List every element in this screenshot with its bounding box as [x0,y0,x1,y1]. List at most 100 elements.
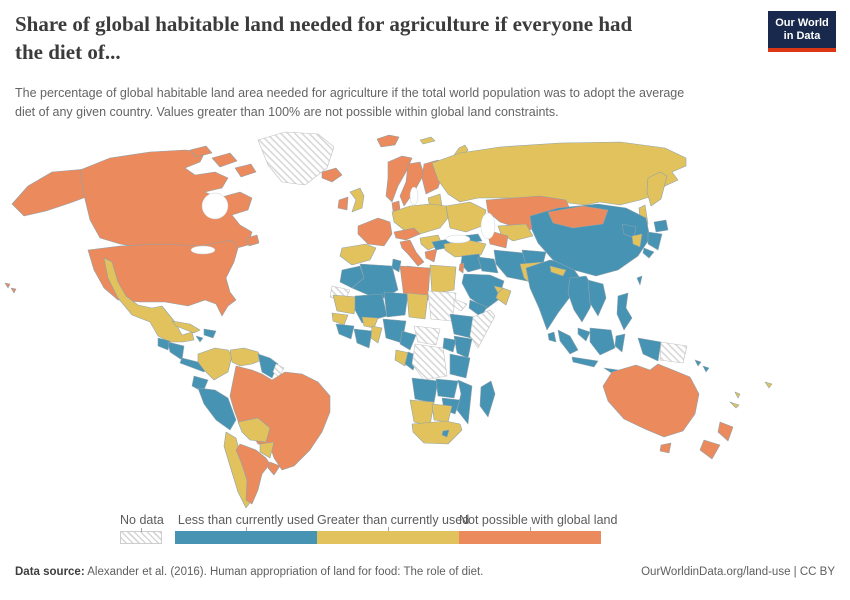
country-iberia[interactable] [339,243,377,266]
country-nz-south[interactable] [699,439,721,460]
country-tanzania[interactable] [449,353,471,379]
country-honduras-nicaragua[interactable] [167,341,185,361]
country-cameroon[interactable] [399,330,417,351]
country-borneo[interactable] [589,327,616,356]
country-japan-honshu[interactable] [647,231,663,251]
country-mozambique[interactable] [456,379,473,425]
country-zambia[interactable] [435,378,459,399]
country-japan-kyushu[interactable] [642,247,655,259]
country-russia[interactable] [431,141,687,206]
legend-entry-less[interactable]: Less than currently used [175,513,317,544]
country-senegal[interactable] [331,312,349,326]
country-argentina[interactable] [235,443,271,505]
country-myanmar-thailand[interactable] [567,275,595,323]
country-arctic-island-1[interactable] [189,145,213,158]
country-papua-west[interactable] [637,337,662,362]
country-uk[interactable] [349,187,365,213]
country-botswana[interactable] [431,403,453,423]
country-iceland[interactable] [321,167,343,183]
country-italy[interactable] [399,239,425,267]
legend-entry-not-possible[interactable]: Not possible with global land [459,513,617,544]
country-malay-peninsula[interactable] [577,327,591,342]
legend-no-data-swatch[interactable] [120,528,162,544]
country-new-caledonia[interactable] [729,401,740,409]
country-cuba[interactable] [171,320,201,334]
country-greenland[interactable] [257,131,335,186]
country-mongolia[interactable] [547,205,609,229]
country-newfoundland[interactable] [246,234,260,247]
country-arctic-island-3[interactable] [234,163,257,178]
country-solomon-2[interactable] [702,365,710,373]
country-uruguay[interactable] [267,461,281,476]
country-central-europe[interactable] [391,203,449,235]
country-nepal[interactable] [549,265,567,277]
country-franz-josef[interactable] [419,136,436,145]
country-niger[interactable] [383,291,409,318]
country-tasmania[interactable] [659,442,672,454]
country-south-korea[interactable] [631,233,643,248]
country-kenya[interactable] [453,335,473,359]
country-paraguay[interactable] [259,441,275,459]
country-australia[interactable] [602,363,700,438]
country-south-africa[interactable] [411,420,463,445]
country-indochina[interactable] [587,279,607,317]
owid-logo[interactable]: Our World in Data [768,11,836,52]
country-colombia[interactable] [197,347,233,381]
legend-no-data[interactable]: No data [120,513,164,544]
country-taiwan[interactable] [636,275,643,286]
country-france[interactable] [357,217,393,247]
country-israel[interactable] [458,262,465,274]
country-cote-divoire-ghana[interactable] [353,328,373,349]
country-central-african-republic[interactable] [413,325,441,346]
country-drc[interactable] [411,343,448,381]
country-nz-north[interactable] [717,421,734,442]
country-burkina-faso[interactable] [361,316,379,329]
country-sri-lanka[interactable] [547,331,557,343]
country-arctic-island-2[interactable] [211,152,238,168]
country-sumatra[interactable] [557,329,579,355]
country-iraq[interactable] [477,256,499,274]
country-japan-hokkaido[interactable] [653,219,669,233]
country-jamaica[interactable] [195,335,204,343]
country-hispaniola[interactable] [203,328,217,339]
country-sweden[interactable] [399,161,425,207]
legend-entry-greater-swatch[interactable] [317,527,459,544]
country-somalia[interactable] [469,309,496,349]
country-vanuatu[interactable] [734,391,741,399]
legend-entry-greater[interactable]: Greater than currently used [317,513,469,544]
country-angola[interactable] [411,377,439,404]
country-uae[interactable] [493,285,504,294]
country-saudi-arabia[interactable] [461,273,505,310]
owid-url-license[interactable]: OurWorldinData.org/land-use | CC BY [641,566,835,578]
country-chad[interactable] [406,292,429,320]
country-kamchatka[interactable] [646,171,668,207]
country-libya[interactable] [399,265,431,301]
country-guatemala[interactable] [157,337,171,351]
country-turkey[interactable] [443,239,487,258]
legend-entry-not-possible-swatch[interactable] [459,527,601,544]
country-mauritania[interactable] [332,294,358,315]
country-ukraine-belarus[interactable] [445,201,487,233]
country-guinea[interactable] [335,323,355,340]
country-philippines[interactable] [616,292,633,331]
country-madagascar[interactable] [479,380,496,418]
country-peru[interactable] [197,387,237,431]
country-greece[interactable] [424,248,438,263]
country-eritrea[interactable] [453,298,468,312]
country-sulawesi[interactable] [614,333,626,353]
country-syria-jordan[interactable] [460,253,484,273]
country-hawaii[interactable] [4,282,17,294]
country-fiji[interactable] [764,381,773,389]
country-norway[interactable] [385,155,413,203]
legend-entry-less-swatch[interactable] [175,527,317,544]
country-solomon-1[interactable] [694,359,702,367]
country-uganda[interactable] [442,337,457,353]
country-java[interactable] [571,356,599,368]
country-tunisia[interactable] [391,258,402,273]
country-togo-benin[interactable] [370,325,383,344]
country-papua-new-guinea[interactable] [659,341,688,364]
country-bolivia[interactable] [237,417,271,443]
country-ireland[interactable] [337,196,349,211]
country-venezuela[interactable] [229,347,263,367]
country-alps[interactable] [393,227,421,241]
